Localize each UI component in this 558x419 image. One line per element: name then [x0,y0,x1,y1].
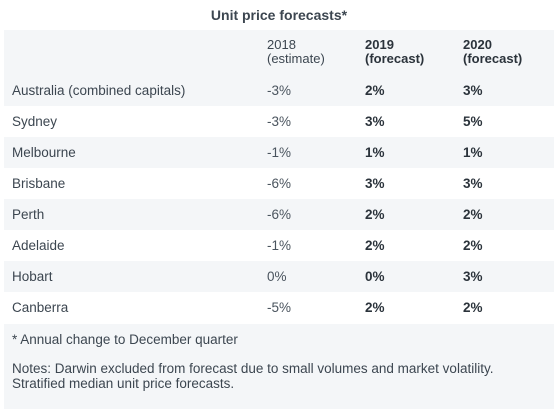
footnote-text: * Annual change to December quarter [12,332,238,347]
row-value-2020: 3% [463,176,483,191]
row-value-2020: 2% [463,300,483,315]
row-value-2020: 3% [463,83,483,98]
column-header-2020-year: 2020 [463,37,492,52]
notes: Notes: Darwin excluded from forecast due… [4,355,554,409]
row-city: Canberra [12,300,69,315]
row-value-2020: 2% [463,238,483,253]
row-city: Australia (combined capitals) [12,83,186,98]
row-city: Sydney [12,114,58,129]
table-title: Unit price forecasts* [210,7,348,23]
table-row: Canberra -5% 2% 2% [4,292,554,323]
row-value-2018: -3% [267,83,292,98]
footnote: * Annual change to December quarter [4,324,554,355]
row-value-2018: 0% [267,269,287,284]
row-city: Hobart [12,269,53,284]
column-header-2018-year: 2018 [267,37,296,52]
row-value-2020: 3% [463,269,483,284]
row-value-2019: 0% [365,269,385,284]
row-value-2018: -5% [267,300,292,315]
table-row: Perth -6% 2% 2% [4,199,554,230]
row-city: Adelaide [12,238,65,253]
column-header-2019-year: 2019 [365,37,394,52]
row-value-2019: 2% [365,300,385,315]
table-row: Adelaide -1% 2% 2% [4,230,554,261]
row-value-2018: -6% [267,176,292,191]
column-header-2020-note: (forecast) [463,51,523,66]
table-row: Melbourne -1% 1% 1% [4,137,554,168]
row-value-2019: 1% [365,145,385,160]
row-value-2018: -6% [267,207,292,222]
table-row: Brisbane -6% 3% 3% [4,168,554,199]
table-row: Australia (combined capitals) -3% 2% 3% [4,75,554,106]
row-value-2020: 2% [463,207,483,222]
table-row: Hobart 0% 0% 3% [4,261,554,292]
column-header-2019-note: (forecast) [365,51,425,66]
row-value-2018: -3% [267,114,292,129]
column-header-2020: 2020 (forecast) [463,38,522,66]
row-city: Perth [12,207,45,222]
row-value-2019: 2% [365,83,385,98]
row-value-2020: 5% [463,114,483,129]
row-city: Melbourne [12,145,76,160]
table-header: 2018 (estimate) 2019 (forecast) 2020 (fo… [4,30,554,75]
row-value-2019: 3% [365,114,385,129]
row-value-2019: 2% [365,238,385,253]
column-header-2018: 2018 (estimate) [267,38,325,66]
row-value-2019: 2% [365,207,385,222]
column-header-2019: 2019 (forecast) [365,38,424,66]
column-header-2018-note: (estimate) [267,51,325,66]
row-value-2018: -1% [267,238,292,253]
row-value-2018: -1% [267,145,292,160]
table-body: Australia (combined capitals) -3% 2% 3% … [4,75,554,323]
notes-text: Notes: Darwin excluded from forecast due… [12,361,494,391]
row-value-2019: 3% [365,176,385,191]
row-value-2020: 1% [463,145,483,160]
table-row: Sydney -3% 3% 5% [4,106,554,137]
row-city: Brisbane [12,176,66,191]
